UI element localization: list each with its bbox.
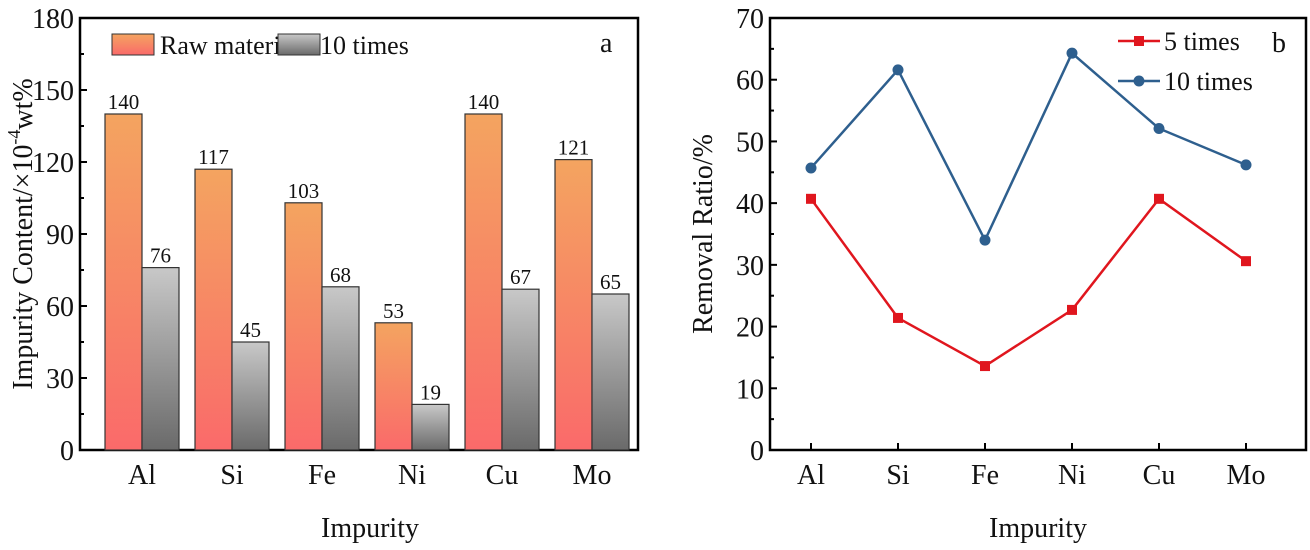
data-label: 65: [600, 270, 621, 294]
data-label: 53: [383, 299, 404, 323]
y-axis-label-a-unit: wt%: [8, 78, 39, 129]
y-tick-label: 90: [46, 220, 74, 251]
x-tick-label-Cu: Cu: [1143, 460, 1176, 491]
x-tick-label-Ni: Ni: [1058, 460, 1086, 491]
series-line-10-times: [810, 51, 1247, 244]
data-label: 117: [198, 145, 229, 169]
y-tick-label: 30: [46, 364, 74, 395]
y-tick-label: 60: [736, 66, 764, 97]
bar-raw-material-Ni: [374, 322, 413, 451]
bar-10-times-Ni: [411, 403, 450, 451]
point-5-times-Mo: [1241, 256, 1251, 267]
bar-10-times-Cu: [501, 288, 540, 451]
data-label: 121: [558, 136, 590, 160]
y-tick-label: 10: [736, 374, 764, 405]
data-label: 68: [330, 263, 351, 287]
y-tick-label: 40: [736, 189, 764, 220]
line-chart-b: b Impurity Removal Ratio/% 0 10 20 30 40 50 60…: [688, 4, 1308, 544]
y-tick-label: 70: [736, 4, 764, 35]
point-5-times-Fe: [980, 361, 990, 372]
bar-10-times-Mo: [591, 293, 630, 451]
y-axis-label-a: Impurity Content/×10-4wt%: [4, 78, 39, 390]
point-10-times-Mo: [1240, 159, 1252, 171]
y-tick-label: 120: [32, 148, 74, 179]
data-label: 103: [288, 179, 320, 203]
x-axis-label-b: Impurity: [989, 513, 1087, 544]
y-tick-label: 0: [750, 436, 764, 467]
legend-marker-5-times: [1134, 36, 1144, 46]
y-tick-label: 180: [32, 4, 74, 35]
y-axis-label-b: Removal Ratio/%: [688, 134, 719, 334]
panel-label-b: b: [1272, 28, 1286, 59]
point-5-times-Ni: [1067, 304, 1077, 315]
data-label: 140: [108, 90, 140, 114]
point-10-times-Si: [892, 64, 904, 76]
x-tick-label-Ni: Ni: [398, 460, 426, 491]
x-tick-label-Si: Si: [886, 460, 910, 491]
point-10-times-Cu: [1153, 122, 1165, 134]
y-axis-label-a-main: Impurity Content/×10: [8, 145, 39, 390]
bar-raw-material-Al: [104, 113, 143, 451]
bar-10-times-Si: [231, 341, 270, 451]
data-label: 45: [240, 318, 261, 342]
x-axis-label-a: Impurity: [321, 513, 419, 544]
bar-10-times-Fe: [321, 286, 360, 451]
series-line-5-times: [809, 197, 1247, 368]
bar-chart-a: a Impurity Impurity Content/×10-4wt% 0 30…: [4, 4, 640, 544]
point-10-times-Al: [805, 162, 817, 174]
x-tick-label-Mo: Mo: [1227, 460, 1266, 491]
bar-10-times-Al: [141, 267, 180, 451]
x-tick-label-Al: Al: [128, 460, 156, 491]
point-5-times-Si: [893, 312, 903, 323]
point-10-times-Fe: [979, 234, 991, 246]
y-tick-label: 150: [32, 76, 74, 107]
y-tick-label: 60: [46, 292, 74, 323]
data-label: 19: [420, 380, 441, 404]
x-tick-label-Al: Al: [797, 460, 825, 491]
x-tick-label-Mo: Mo: [573, 460, 612, 491]
bar-raw-material-Mo: [554, 159, 593, 451]
legend-label-raw-material: Raw material: [160, 31, 299, 60]
y-tick-label: 0: [60, 436, 74, 467]
data-label: 140: [468, 90, 500, 114]
y-tick-label: 20: [736, 313, 764, 344]
legend-marker-10-times: [1133, 75, 1145, 87]
x-tick-label-Fe: Fe: [308, 460, 336, 491]
legend-label-10-times: 10 times: [1164, 67, 1253, 96]
point-5-times-Cu: [1154, 193, 1164, 204]
x-tick-label-Fe: Fe: [971, 460, 999, 491]
x-tick-label-Si: Si: [220, 460, 244, 491]
legend-label-10-times: 10 times: [320, 31, 409, 60]
bar-raw-material-Si: [194, 168, 233, 451]
legend-swatch-raw-material: [111, 33, 155, 56]
bar-raw-material-Fe: [284, 202, 323, 451]
x-tick-label-Cu: Cu: [486, 460, 519, 491]
point-5-times-Al: [806, 193, 816, 204]
bar-raw-material-Cu: [464, 113, 503, 451]
legend-swatch-10-times: [277, 33, 321, 56]
data-label: 67: [510, 265, 531, 289]
data-label: 76: [150, 244, 171, 268]
panel-label-a: a: [600, 28, 613, 59]
legend-label-5-times: 5 times: [1164, 27, 1240, 56]
y-tick-label: 30: [736, 251, 764, 282]
y-tick-label: 50: [736, 127, 764, 158]
y-axis-label-a-exp: -4: [4, 130, 24, 145]
point-10-times-Ni: [1066, 47, 1078, 59]
